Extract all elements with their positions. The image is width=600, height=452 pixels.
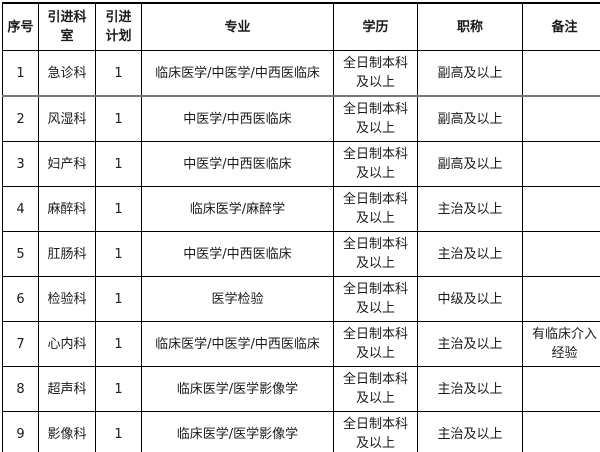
cell-department: 妇产科: [38, 141, 96, 187]
cell-major: 临床医学/医学影像学: [141, 411, 334, 452]
cell-plan: 1: [95, 411, 142, 452]
table-row: 4 麻醉科 1 临床医学/麻醉学 全日制本科及以上 主治及以上: [2, 186, 600, 232]
cell-serial: 3: [2, 141, 39, 187]
cell-title: 主治及以上: [417, 231, 523, 277]
table-row: 5 肛肠科 1 中医学/中西医临床 全日制本科及以上 主治及以上: [2, 231, 600, 277]
cell-serial: 6: [2, 276, 39, 322]
column-header-serial: 序号: [2, 2, 39, 51]
cell-remarks: [522, 231, 600, 277]
cell-remarks: [522, 186, 600, 232]
cell-remarks: [522, 95, 600, 142]
cell-major: 临床医学/中医学/中西医临床: [141, 50, 334, 97]
cell-major: 临床医学/麻醉学: [141, 186, 334, 232]
table-header-row: 序号 引进科室 引进计划 专业 学历 职称 备注: [2, 2, 600, 51]
cell-education: 全日制本科及以上: [333, 321, 418, 367]
cell-plan: 1: [95, 321, 142, 367]
cell-major: 临床医学/中医学/中西医临床: [141, 321, 334, 367]
cell-major: 中医学/中西医临床: [141, 95, 334, 142]
cell-title: 主治及以上: [417, 186, 523, 232]
table-row: 7 心内科 1 临床医学/中医学/中西医临床 全日制本科及以上 主治及以上 有临…: [2, 321, 600, 367]
cell-department: 心内科: [38, 321, 96, 367]
cell-remarks: 有临床介入经验: [522, 321, 600, 367]
cell-remarks: [522, 50, 600, 97]
cell-department: 超声科: [38, 366, 96, 412]
cell-major: 中医学/中西医临床: [141, 141, 334, 187]
cell-plan: 1: [95, 276, 142, 322]
cell-plan: 1: [95, 141, 142, 187]
cell-title: 主治及以上: [417, 411, 523, 452]
cell-plan: 1: [95, 50, 142, 97]
cell-major: 医学检验: [141, 276, 334, 322]
cell-department: 检验科: [38, 276, 96, 322]
cell-serial: 1: [2, 50, 39, 97]
column-header-education: 学历: [333, 2, 418, 51]
cell-education: 全日制本科及以上: [333, 366, 418, 412]
cell-serial: 4: [2, 186, 39, 232]
cell-serial: 2: [2, 95, 39, 142]
cell-major: 临床医学/医学影像学: [141, 366, 334, 412]
column-header-remarks: 备注: [522, 2, 600, 51]
cell-serial: 5: [2, 231, 39, 277]
cell-plan: 1: [95, 95, 142, 142]
cell-serial: 8: [2, 366, 39, 412]
cell-remarks: [522, 276, 600, 322]
table-row: 6 检验科 1 医学检验 全日制本科及以上 中级及以上: [2, 276, 600, 322]
cell-title: 主治及以上: [417, 321, 523, 367]
cell-education: 全日制本科及以上: [333, 411, 418, 452]
table-row: 3 妇产科 1 中医学/中西医临床 全日制本科及以上 副高及以上: [2, 141, 600, 187]
cell-plan: 1: [95, 231, 142, 277]
column-header-major: 专业: [141, 2, 334, 51]
cell-education: 全日制本科及以上: [333, 50, 418, 97]
cell-title: 中级及以上: [417, 276, 523, 322]
cell-major: 中医学/中西医临床: [141, 231, 334, 277]
cell-plan: 1: [95, 366, 142, 412]
cell-department: 急诊科: [38, 50, 96, 97]
cell-title: 副高及以上: [417, 50, 523, 97]
column-header-plan: 引进计划: [95, 2, 142, 51]
cell-department: 风湿科: [38, 95, 96, 142]
cell-title: 副高及以上: [417, 95, 523, 142]
cell-education: 全日制本科及以上: [333, 186, 418, 232]
cell-title: 主治及以上: [417, 366, 523, 412]
cell-education: 全日制本科及以上: [333, 141, 418, 187]
cell-department: 影像科: [38, 411, 96, 452]
column-header-title: 职称: [417, 2, 523, 51]
table-row: 2 风湿科 1 中医学/中西医临床 全日制本科及以上 副高及以上: [2, 95, 600, 142]
cell-title: 副高及以上: [417, 141, 523, 187]
cell-serial: 9: [2, 411, 39, 452]
column-header-department: 引进科室: [38, 2, 96, 51]
cell-remarks: [522, 411, 600, 452]
cell-remarks: [522, 141, 600, 187]
cell-department: 肛肠科: [38, 231, 96, 277]
table-row: 8 超声科 1 临床医学/医学影像学 全日制本科及以上 主治及以上: [2, 366, 600, 412]
cell-department: 麻醉科: [38, 186, 96, 232]
cell-serial: 7: [2, 321, 39, 367]
cell-education: 全日制本科及以上: [333, 231, 418, 277]
cell-education: 全日制本科及以上: [333, 276, 418, 322]
cell-remarks: [522, 366, 600, 412]
table-row: 1 急诊科 1 临床医学/中医学/中西医临床 全日制本科及以上 副高及以上: [2, 50, 600, 97]
table-row: 9 影像科 1 临床医学/医学影像学 全日制本科及以上 主治及以上: [2, 411, 600, 452]
cell-education: 全日制本科及以上: [333, 95, 418, 142]
cell-plan: 1: [95, 186, 142, 232]
